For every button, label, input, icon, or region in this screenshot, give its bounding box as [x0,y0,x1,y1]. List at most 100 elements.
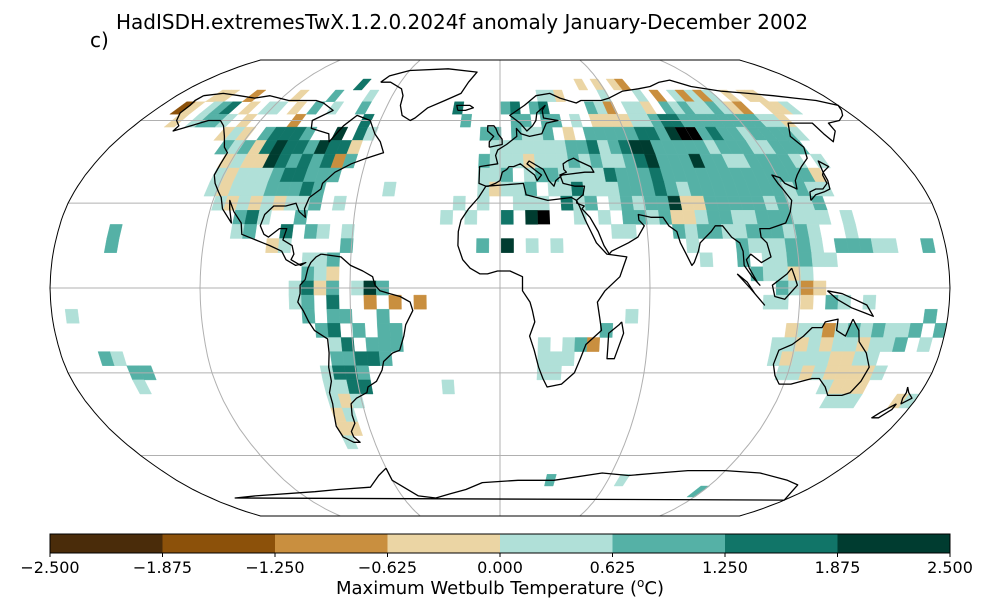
anomaly-cell [489,167,502,183]
anomaly-cell [625,309,639,324]
anomaly-cell [338,309,353,324]
anomaly-cell [815,181,835,197]
coastline [380,68,478,122]
anomaly-cell [537,351,551,366]
anomaly-cell [303,224,319,239]
anomaly-cell [511,140,524,155]
anomaly-cell [327,323,342,338]
coastline [234,467,799,501]
anomaly-cell [346,421,363,436]
anomaly-cell [823,252,838,267]
anomaly-cell [362,126,379,141]
anomaly-cell [892,337,909,352]
anomaly-cell [103,238,120,253]
anomaly-cell [543,140,557,155]
anomaly-cell [365,337,380,352]
anomaly-cell [773,252,789,267]
anomaly-cell [800,266,814,282]
globe-outline [49,59,951,517]
anomaly-cell [686,485,711,498]
anomaly-cell [326,266,340,282]
anomaly-cell [777,101,804,115]
map-title: HadISDH.extremesTwX.1.2.0.2024f anomaly … [116,10,809,34]
coastline [871,403,897,419]
colorbar-tick-label: 1.250 [702,558,748,577]
anomaly-cell [561,351,575,366]
anomaly-cell [532,140,546,155]
coastlines [172,68,913,501]
coastline [297,253,414,443]
anomaly-cell [286,101,308,115]
anomaly-cell [833,238,849,253]
colorbar-tick-label: −1.250 [245,558,305,577]
anomaly-cell [772,238,787,253]
anomaly-cell [388,294,402,310]
anomaly-cell [621,210,636,225]
anomaly-cell [670,210,685,225]
anomaly-cell [376,309,390,324]
anomaly-cell [352,323,366,338]
anomaly-cell [354,101,372,115]
anomaly-cell [229,224,245,239]
coastline [457,182,628,388]
colorbar-tick-label: 0.625 [589,558,636,577]
anomaly-cell [500,167,514,183]
anomaly-cell [476,238,490,253]
coastline [478,79,844,286]
anomaly-cell [288,294,303,310]
anomaly-cell [610,224,625,239]
coastline [736,273,766,306]
anomaly-cell [570,181,585,197]
anomaly-cell [544,153,559,169]
anomaly-cell [761,252,776,267]
anomaly-cell [500,153,513,169]
anomaly-cell [549,351,563,366]
anomaly-cell [815,210,832,225]
anomaly-cell [339,238,354,253]
anomaly-cell [363,294,377,310]
anomaly-cell [242,224,258,239]
anomaly-cell [623,224,638,239]
anomaly-cell [684,127,704,141]
anomaly-cell [806,224,822,239]
anomaly-cell [537,210,551,225]
anomaly-cell [747,238,763,253]
anomaly-cell [800,294,814,310]
coastline [486,125,503,148]
coastline [456,104,475,112]
anomaly-cell [341,153,359,169]
anomaly-cell [907,323,924,338]
anomaly-cell [684,224,699,239]
anomaly-cell [537,337,551,352]
colorbar-title: Maximum Wetbulb Temperature (oC) [0,576,1000,599]
anomaly-cell [500,101,511,115]
anomaly-cell [550,238,564,253]
anomaly-cell [366,351,381,366]
anomaly-cell [562,337,576,352]
anomaly-cell [597,210,612,225]
colorbar-unit-degree: o [637,576,645,590]
coastline [809,160,831,201]
anomaly-cell [525,238,539,253]
anomaly-cell [265,238,280,253]
coastline [826,290,874,317]
anomaly-cell [316,224,331,239]
anomaly-cell [326,309,341,324]
anomaly-cell [354,351,369,366]
colorbar-tick-label: −1.875 [132,558,193,577]
anomaly-cell [413,294,427,310]
anomaly-cell [745,224,761,239]
coastline [772,318,870,397]
anomaly-cell [479,126,492,141]
anomaly-cell [825,294,839,310]
anomaly-cell [883,238,899,253]
anomaly-cell [613,474,631,487]
anomaly-cell [341,435,359,450]
anomaly-cell [439,210,454,225]
anomaly-cell [922,309,938,324]
anomaly-cell [525,210,539,225]
anomaly-cell [762,294,777,310]
anomaly-cell [916,337,933,352]
anomaly-cell [672,224,687,239]
